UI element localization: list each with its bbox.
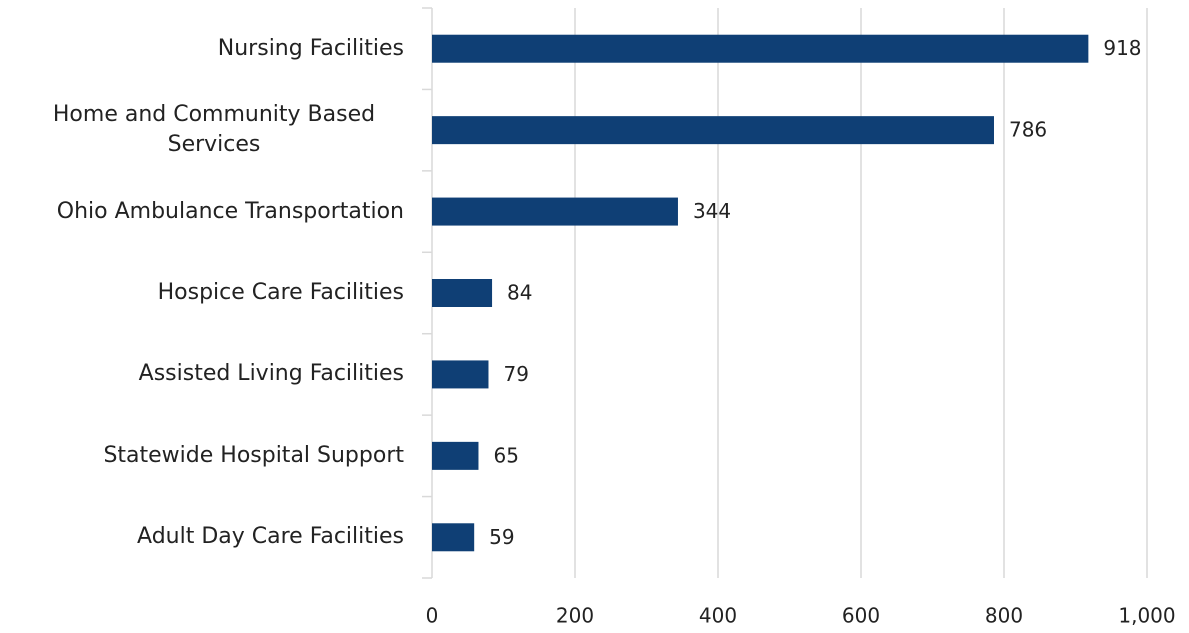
bar [432, 116, 994, 145]
x-tick-label: 0 [426, 604, 439, 628]
y-tick-label: Home and Community Based Services [52, 102, 376, 158]
bar [432, 279, 493, 307]
bar [432, 34, 1089, 63]
x-tick-label: 400 [699, 604, 737, 628]
bar [432, 441, 479, 470]
value-label: 79 [503, 362, 528, 386]
value-label: 918 [1103, 36, 1141, 60]
category-label-box: Adult Day Care Facilities [0, 497, 404, 577]
x-tick-label: 800 [985, 604, 1023, 628]
x-tick-label: 1,000 [1118, 604, 1175, 628]
bar [432, 523, 475, 552]
y-tick-label: Hospice Care Facilities [157, 280, 404, 305]
x-tick-label: 200 [556, 604, 594, 628]
value-label: 344 [693, 199, 731, 223]
bar [432, 197, 678, 226]
value-label: 65 [493, 443, 518, 467]
value-label: 786 [1009, 118, 1047, 142]
value-label: 59 [489, 525, 514, 549]
category-label-box: Statewide Hospital Support [0, 416, 404, 496]
category-label-box: Hospice Care Facilities [0, 253, 404, 333]
category-label-box: Assisted Living Facilities [0, 334, 404, 414]
category-label-box: Nursing Facilities [0, 9, 404, 89]
y-tick-label: Assisted Living Facilities [138, 361, 404, 387]
bar [432, 360, 489, 389]
value-label: 84 [507, 281, 532, 305]
y-tick-label: Nursing Facilities [217, 35, 404, 61]
category-label-box: Ohio Ambulance Transportation [0, 172, 404, 252]
y-tick-label: Ohio Ambulance Transportation [56, 198, 404, 224]
x-tick-label: 600 [842, 604, 880, 628]
y-tick-label: Statewide Hospital Support [103, 442, 404, 468]
category-label-box: Home and Community Based Services [0, 90, 404, 170]
y-tick-label: Adult Day Care Facilities [137, 524, 404, 550]
